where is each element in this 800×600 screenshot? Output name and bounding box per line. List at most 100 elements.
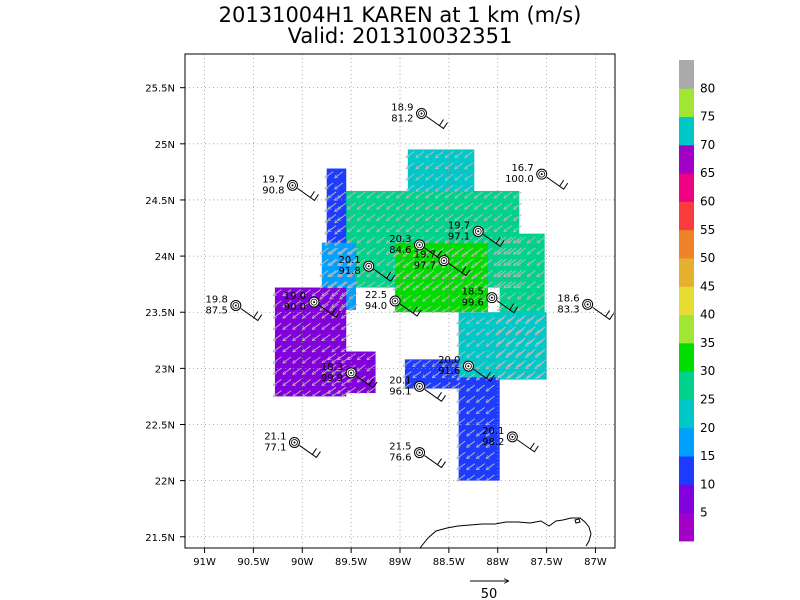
wind-vector	[498, 281, 507, 288]
y-tick-label: 22.5N	[145, 421, 175, 432]
wind-vector	[433, 294, 441, 301]
wind-vector	[445, 202, 454, 209]
wind-vector	[335, 205, 344, 211]
y-tick-label: 24N	[155, 252, 175, 263]
wind-vector	[367, 213, 376, 220]
dropsonde-marker-dot	[586, 303, 589, 306]
wind-vector	[504, 225, 513, 232]
x-tick-label: 87W	[584, 557, 607, 568]
wind-vector	[335, 238, 344, 245]
wind-vector	[508, 281, 517, 288]
wind-vector	[467, 429, 476, 436]
wind-vector	[293, 345, 302, 352]
colorbar-label: 15	[700, 449, 715, 463]
wind-vector	[486, 395, 495, 402]
wind-vector	[518, 359, 526, 366]
colorbar-swatch	[679, 371, 694, 400]
colorbar-label: 35	[700, 336, 715, 350]
dropsonde-temperature: 19.7	[448, 220, 470, 231]
dropsonde-humidity: 94.0	[365, 301, 387, 312]
wind-vector	[283, 356, 292, 363]
wind-vector	[506, 328, 515, 335]
wind-vector	[518, 292, 526, 299]
wind-vector	[413, 261, 422, 268]
wind-vector	[283, 289, 292, 296]
reference-vector-label: 50	[481, 587, 498, 600]
wind-vector	[445, 173, 454, 180]
wind-vector	[498, 270, 507, 276]
wind-vector	[423, 359, 432, 366]
wind-vector	[433, 359, 441, 366]
wind-vector	[504, 191, 513, 198]
wind-vector	[486, 339, 495, 346]
wind-vector	[527, 315, 536, 321]
wind-vector	[465, 213, 474, 220]
wind-vector	[477, 463, 485, 470]
dropsonde-humidity: 99.6	[462, 298, 484, 309]
wind-vector	[514, 213, 523, 220]
wind-vector	[498, 371, 507, 378]
wind-vector	[516, 350, 524, 357]
wind-vector	[338, 375, 347, 382]
wind-vector	[273, 356, 282, 363]
wind-vector	[486, 328, 495, 335]
y-tick-label: 25.5N	[145, 84, 175, 95]
dropsonde-marker-dot	[291, 184, 294, 187]
wind-vector	[465, 202, 474, 209]
wind-vector	[508, 337, 517, 344]
wind-vector	[423, 294, 432, 301]
x-tick-label: 90.5W	[237, 557, 269, 568]
wind-vector	[328, 364, 337, 371]
wind-vector	[403, 294, 412, 301]
wind-vector	[467, 350, 476, 357]
wind-vector	[396, 213, 405, 220]
dropsonde-marker-dot	[313, 301, 315, 304]
dropsonde-plots: 18.981.216.7100.019.790.819.797.120.384.…	[206, 103, 615, 469]
wind-vector	[283, 300, 292, 307]
wind-vector	[498, 247, 507, 254]
wind-barb	[373, 268, 396, 282]
wind-vector	[312, 390, 321, 397]
dropsonde-temperature: 21.5	[389, 442, 411, 453]
wind-vector	[472, 283, 481, 290]
wind-vector	[387, 202, 395, 209]
wind-vector	[537, 371, 546, 378]
wind-vector	[472, 249, 481, 256]
dropsonde-temperature: 19.8	[206, 294, 228, 305]
wind-vector	[320, 281, 329, 288]
wind-vector	[303, 322, 311, 329]
wind-vector	[535, 328, 544, 335]
wind-vector	[477, 328, 485, 335]
colorbar-label: 80	[700, 81, 715, 95]
wind-vector	[518, 371, 526, 378]
wind-vector	[484, 191, 493, 198]
wind-vector	[357, 364, 366, 371]
wind-vector	[312, 345, 321, 352]
wind-vector	[332, 322, 341, 329]
wind-vector	[477, 395, 485, 402]
wind-vector	[367, 353, 376, 360]
dropsonde: 20.091.6	[438, 355, 495, 382]
wind-vector	[273, 367, 282, 374]
wind-vector	[416, 151, 425, 157]
dropsonde: 20.196.1	[389, 375, 446, 403]
colorbar-label: 50	[700, 251, 715, 265]
wind-vector	[477, 317, 485, 324]
wind-vector	[367, 270, 376, 276]
wind-vector	[322, 334, 331, 340]
wind-vector	[283, 379, 292, 385]
wind-vector	[338, 386, 347, 393]
wind-vector	[535, 362, 544, 369]
wind-vector	[330, 270, 339, 276]
wind-vector	[340, 281, 349, 288]
dropsonde-temperature: 22.5	[365, 290, 387, 301]
wind-vector	[457, 474, 466, 481]
wind-vector	[436, 162, 444, 169]
wind-vector	[496, 362, 505, 369]
wind-vector	[367, 225, 376, 232]
wind-vector	[457, 328, 466, 335]
wind-vector	[462, 306, 471, 312]
wind-vector	[283, 367, 292, 374]
wind-vector	[467, 395, 476, 402]
